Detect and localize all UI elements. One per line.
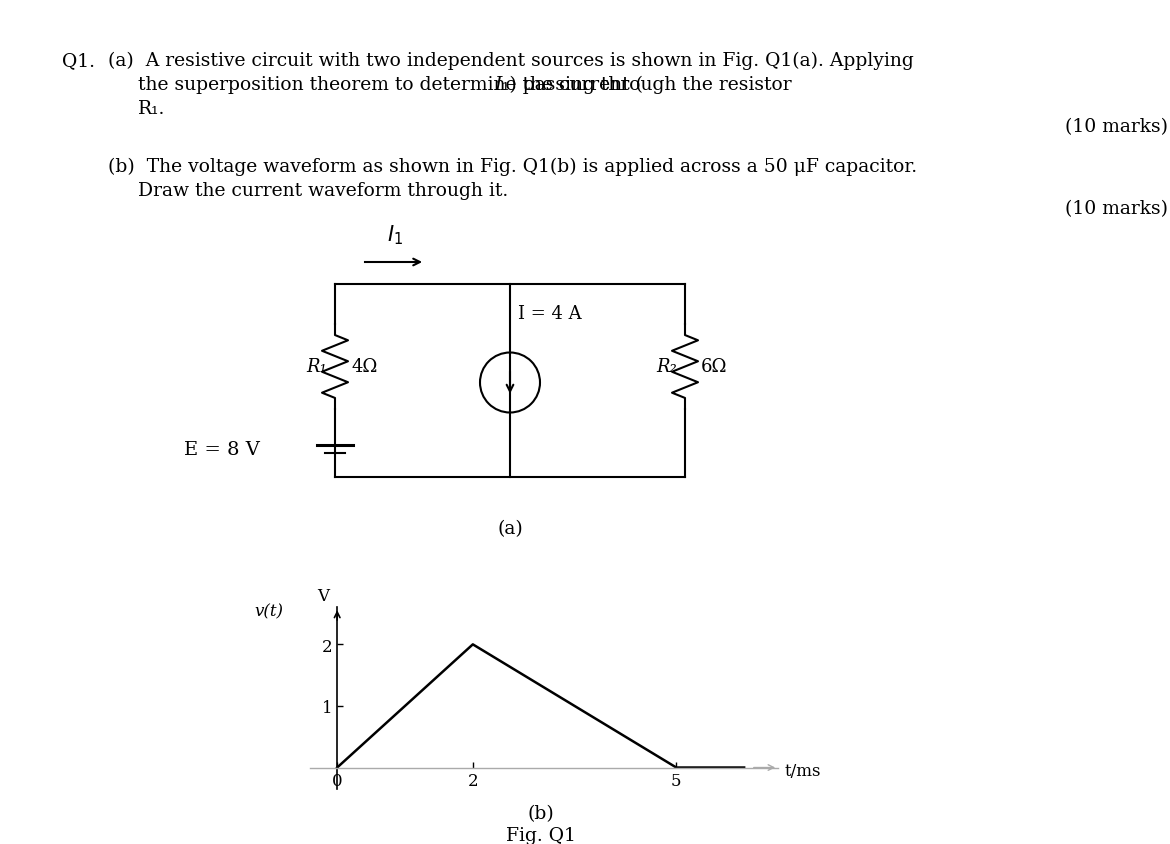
Text: (10 marks): (10 marks) <box>1065 118 1168 136</box>
Text: R₂: R₂ <box>656 358 677 376</box>
Text: the superposition theorem to determine the current (: the superposition theorem to determine t… <box>138 76 644 95</box>
Text: $I_1$: $I_1$ <box>387 223 402 246</box>
Text: (a): (a) <box>497 519 523 538</box>
Text: R₁: R₁ <box>307 358 326 376</box>
Text: (b): (b) <box>528 804 555 823</box>
Text: (10 marks): (10 marks) <box>1065 200 1168 218</box>
Text: V: V <box>317 587 330 604</box>
Text: ₁) passing through the resistor: ₁) passing through the resistor <box>502 76 792 95</box>
Text: I = 4 A: I = 4 A <box>518 305 581 322</box>
Text: Q1.: Q1. <box>62 52 95 70</box>
Text: t/ms: t/ms <box>785 762 821 779</box>
Text: (b)  The voltage waveform as shown in Fig. Q1(b) is applied across a 50 μF capac: (b) The voltage waveform as shown in Fig… <box>108 158 917 176</box>
Text: I: I <box>494 76 502 94</box>
Text: Draw the current waveform through it.: Draw the current waveform through it. <box>138 181 508 200</box>
Text: Fig. Q1: Fig. Q1 <box>505 826 576 844</box>
Text: v(t): v(t) <box>255 603 284 619</box>
Text: 6Ω: 6Ω <box>701 358 728 376</box>
Text: R₁.: R₁. <box>138 100 165 118</box>
Text: 4Ω: 4Ω <box>351 358 378 376</box>
Text: E = 8 V: E = 8 V <box>184 441 260 458</box>
Text: (a)  A resistive circuit with two independent sources is shown in Fig. Q1(a). Ap: (a) A resistive circuit with two indepen… <box>108 52 914 70</box>
